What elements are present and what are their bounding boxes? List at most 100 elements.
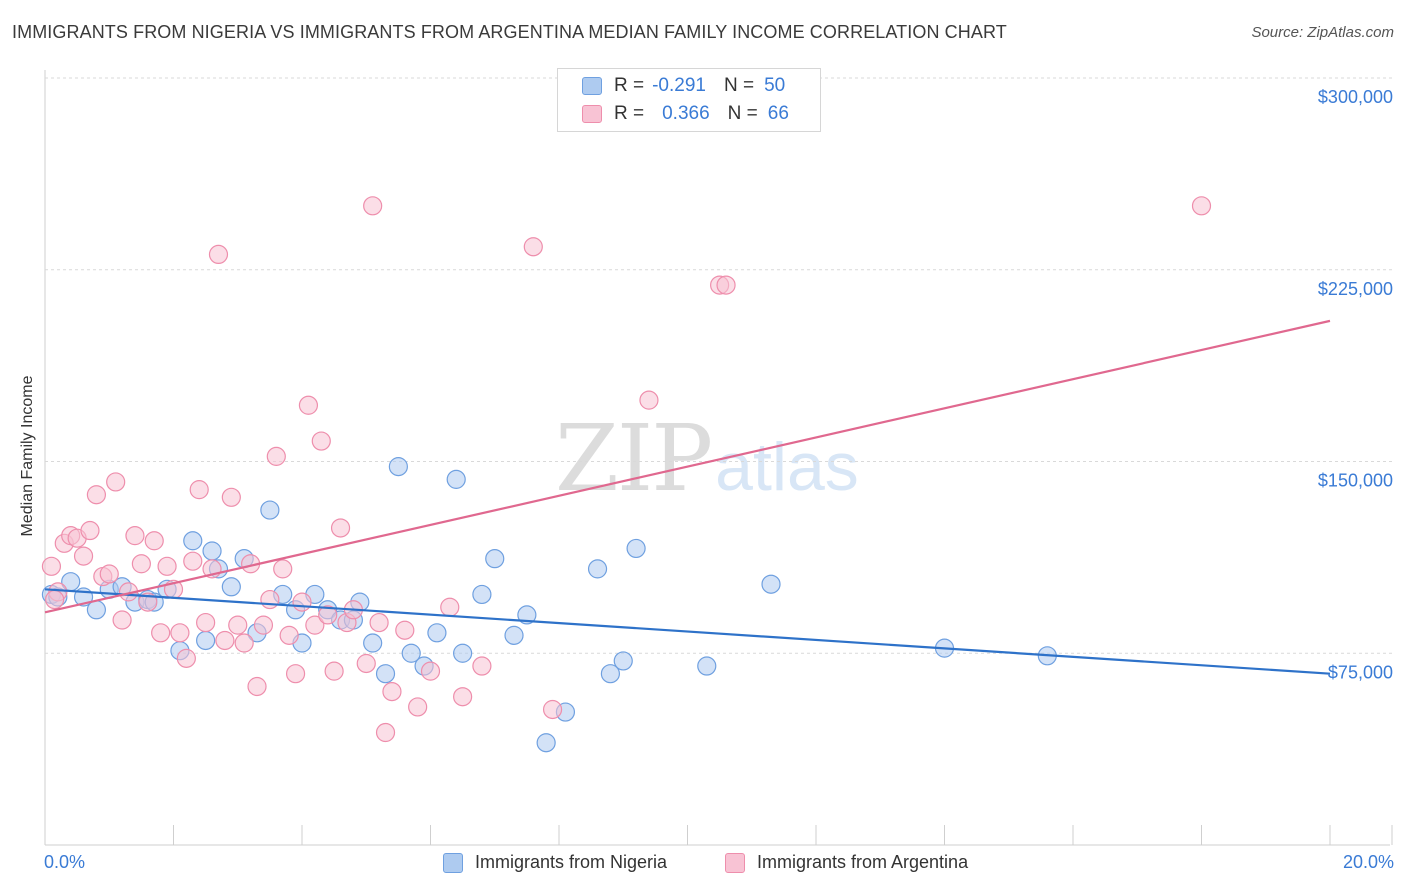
nigeria-point bbox=[600, 664, 621, 684]
nigeria-point bbox=[202, 541, 222, 561]
argentina-point bbox=[639, 390, 659, 410]
argentina-point bbox=[305, 615, 325, 635]
legend-label-argentina: Immigrants from Argentina bbox=[757, 852, 969, 872]
nigeria-point bbox=[587, 559, 608, 579]
argentina-point bbox=[189, 480, 209, 500]
argentina-point bbox=[408, 697, 428, 717]
y-tick-label: $300,000 bbox=[1318, 87, 1393, 107]
argentina-point bbox=[292, 592, 312, 612]
argentina-point bbox=[375, 722, 396, 743]
nigeria-point bbox=[363, 633, 383, 653]
nigeria-point bbox=[485, 549, 505, 569]
argentina-point bbox=[131, 554, 151, 574]
source-label: Source: ZipAtlas.com bbox=[1251, 24, 1394, 41]
argentina-point bbox=[324, 661, 344, 681]
chart-title: IMMIGRANTS FROM NIGERIA VS IMMIGRANTS FR… bbox=[12, 22, 1007, 42]
correlation-legend: R = -0.291 N = 50 R = 0.366 N = 66 bbox=[557, 68, 821, 132]
argentina-point bbox=[73, 546, 94, 566]
argentina-point bbox=[279, 625, 299, 645]
legend-r-value: 0.366 bbox=[662, 103, 710, 124]
argentina-point bbox=[266, 446, 286, 466]
y-tick-label: $225,000 bbox=[1318, 279, 1393, 299]
argentina-point bbox=[453, 687, 473, 707]
argentina-point bbox=[285, 664, 306, 684]
legend-n-label: N = bbox=[727, 103, 758, 124]
x-tick-label-right: 20.0% bbox=[1342, 852, 1394, 872]
argentina-point bbox=[215, 630, 235, 651]
argentina-point bbox=[86, 485, 107, 505]
argentina-point bbox=[183, 551, 203, 571]
y-tick-label: $150,000 bbox=[1318, 471, 1393, 491]
nigeria-point bbox=[517, 605, 537, 625]
argentina-point bbox=[330, 518, 351, 538]
nigeria-point bbox=[221, 577, 241, 597]
argentina-point bbox=[151, 623, 171, 643]
legend-n-value: 66 bbox=[767, 103, 789, 124]
series-legend: Immigrants from Nigeria Immigrants from … bbox=[0, 852, 1406, 878]
argentina-point bbox=[253, 615, 274, 635]
argentina-point bbox=[440, 597, 460, 617]
argentina-point bbox=[41, 556, 62, 576]
legend-row-argentina: R = 0.366 N = 66 bbox=[582, 102, 789, 126]
argentina-point bbox=[208, 244, 229, 265]
argentina-point bbox=[170, 623, 190, 643]
argentina-point bbox=[99, 564, 119, 584]
argentina-point bbox=[1191, 196, 1212, 216]
argentina-point bbox=[234, 633, 254, 653]
nigeria-point bbox=[453, 643, 473, 663]
y-tick-label: $75,000 bbox=[1328, 662, 1393, 682]
argentina-point bbox=[138, 592, 158, 612]
argentina-point bbox=[420, 661, 441, 681]
legend-n-label: N = bbox=[723, 75, 755, 96]
legend-label-nigeria: Immigrants from Nigeria bbox=[475, 852, 668, 872]
nigeria-point bbox=[472, 584, 492, 605]
argentina-point bbox=[221, 487, 241, 507]
legend-swatch-argentina bbox=[725, 852, 745, 873]
y-axis-label: Median Family Income bbox=[19, 375, 36, 537]
argentina-point bbox=[298, 395, 319, 415]
argentina-point bbox=[112, 610, 132, 630]
nigeria-point bbox=[375, 664, 396, 684]
argentina-point bbox=[542, 699, 563, 720]
argentina-point bbox=[369, 612, 389, 633]
nigeria-point bbox=[536, 733, 556, 753]
nigeria-point bbox=[697, 656, 717, 676]
argentina-point bbox=[318, 605, 338, 625]
x-tick-label-left: 0.0% bbox=[44, 852, 86, 872]
nigeria-point bbox=[504, 625, 524, 645]
argentina-point bbox=[523, 237, 543, 257]
nigeria-point bbox=[86, 600, 107, 620]
legend-swatch-nigeria bbox=[443, 852, 463, 873]
legend-swatch-argentina bbox=[582, 105, 602, 123]
argentina-point bbox=[106, 472, 126, 492]
nigeria-point bbox=[626, 538, 646, 559]
legend-item-nigeria[interactable]: Immigrants from Nigeria bbox=[443, 852, 667, 873]
nigeria-point bbox=[446, 469, 466, 489]
legend-r-value: -0.291 bbox=[652, 75, 706, 96]
argentina-point bbox=[363, 196, 383, 216]
argentina-point bbox=[273, 559, 293, 579]
argentina-point bbox=[356, 653, 376, 674]
argentina-point bbox=[80, 520, 100, 541]
legend-item-argentina[interactable]: Immigrants from Argentina bbox=[725, 852, 968, 873]
argentina-point bbox=[228, 615, 248, 635]
legend-r-label: R = bbox=[614, 75, 645, 96]
argentina-point bbox=[157, 556, 177, 576]
argentina-point bbox=[176, 648, 196, 668]
argentina-point bbox=[395, 620, 415, 640]
argentina-point bbox=[144, 531, 164, 551]
argentina-point bbox=[247, 676, 267, 697]
legend-row-nigeria: R = -0.291 N = 50 bbox=[582, 74, 785, 98]
legend-swatch-nigeria bbox=[582, 77, 602, 95]
argentina-point bbox=[45, 589, 65, 610]
argentina-point bbox=[716, 275, 736, 295]
nigeria-point bbox=[427, 623, 447, 643]
argentina-point bbox=[125, 526, 145, 546]
argentina-point bbox=[260, 589, 280, 610]
nigeria-point bbox=[196, 630, 216, 651]
argentina-point bbox=[196, 612, 216, 633]
nigeria-point bbox=[183, 531, 203, 551]
argentina-point bbox=[311, 431, 331, 451]
nigeria-point bbox=[401, 643, 421, 663]
